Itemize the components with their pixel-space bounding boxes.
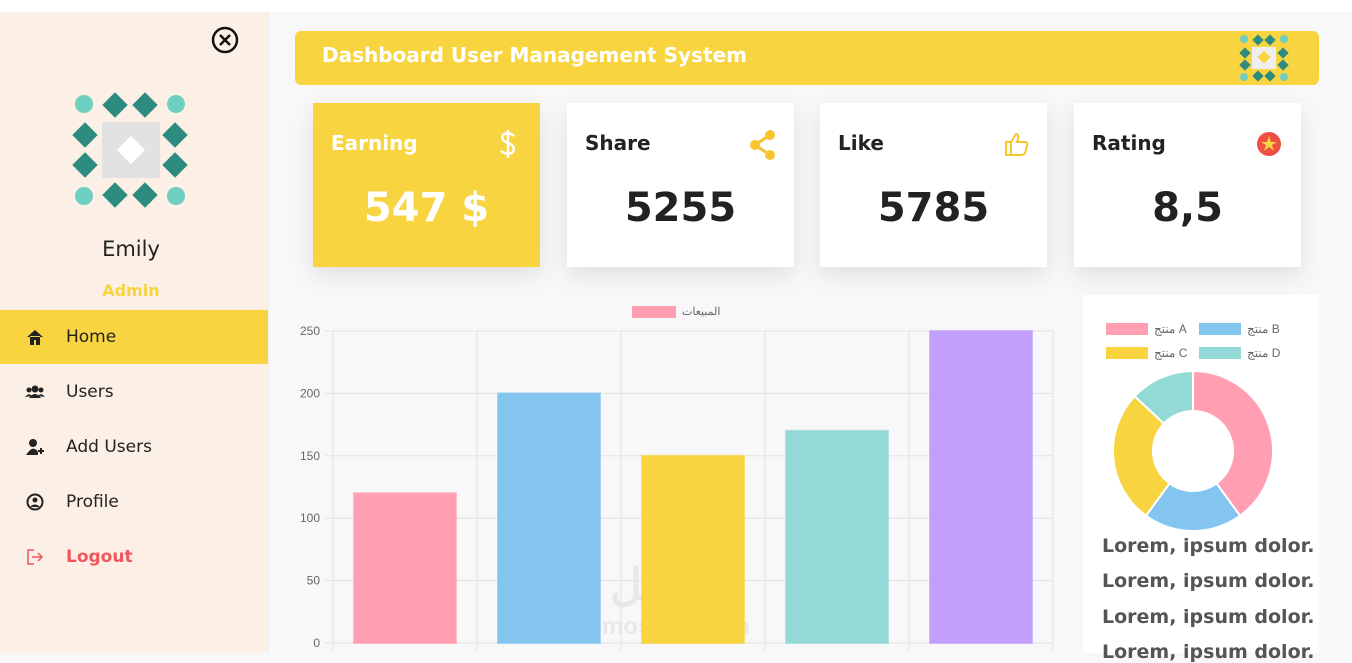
doughnut-segment (1112, 394, 1171, 518)
user-name: Emily (102, 237, 160, 261)
legend-label: منتج D (1247, 346, 1281, 360)
sidebar: Emily Admin Home Users Add Users Profile… (0, 12, 269, 653)
browser-strip (0, 0, 1352, 12)
card-label: Share (585, 131, 651, 155)
legend-label: منتج B (1247, 322, 1280, 336)
y-tick-label: 50 (307, 574, 321, 588)
avatar-logo (72, 92, 188, 208)
legend-swatch (1199, 323, 1241, 335)
stat-card: Share 5255 (567, 103, 794, 267)
legend-swatch (1106, 347, 1148, 359)
stat-card: Rating 8,5 (1074, 103, 1301, 267)
legend-swatch (1106, 323, 1148, 335)
user-role: Admin (102, 281, 160, 300)
menu-item[interactable]: Users (0, 365, 268, 419)
menu-label: Home (66, 327, 117, 347)
card-label: Rating (1092, 131, 1166, 155)
header-logo (1239, 34, 1289, 82)
y-tick-label: 200 (300, 386, 320, 400)
note: Lorem, ipsum dolor. (1102, 570, 1315, 592)
doughnut-segment (1192, 369, 1274, 518)
legend-swatch (632, 306, 676, 318)
menu-label: Add Users (66, 437, 152, 457)
header: Dashboard User Management System (295, 31, 1319, 85)
card-label: Earning (331, 131, 418, 155)
menu-label: Profile (66, 492, 119, 512)
stat-card: Like 5785 (820, 103, 1047, 267)
header-title: Dashboard User Management System (322, 43, 747, 67)
y-tick-label: 0 (313, 636, 320, 650)
close-icon[interactable] (211, 26, 239, 54)
bar (785, 429, 889, 644)
menu-item[interactable]: Profile (0, 475, 268, 529)
y-tick-label: 100 (300, 511, 320, 525)
menu-item[interactable]: Add Users (0, 420, 268, 474)
menu-item[interactable]: Logout (0, 530, 268, 584)
legend-label: المبيعات (682, 306, 720, 318)
note: Lorem, ipsum dolor. (1102, 641, 1315, 663)
y-tick-label: 150 (300, 449, 320, 463)
card-value: 8,5 (1152, 185, 1223, 231)
card-label: Like (838, 131, 884, 155)
bar (929, 330, 1033, 644)
doughnut-segment (1133, 369, 1194, 426)
bar (641, 454, 745, 644)
legend-label: منتج C (1154, 346, 1188, 360)
legend-swatch (1199, 347, 1241, 359)
menu-label: Logout (66, 547, 133, 567)
legend-label: منتج A (1154, 322, 1187, 336)
menu-label: Users (66, 382, 114, 402)
note: Lorem, ipsum dolor. (1102, 606, 1315, 628)
card-value: 547 $ (363, 185, 490, 231)
menu-item[interactable]: Home (0, 310, 268, 364)
bar (353, 492, 457, 644)
note: Lorem, ipsum dolor. (1102, 535, 1315, 557)
card-value: 5255 (624, 185, 737, 231)
bar (497, 392, 601, 644)
stat-card: Earning 547 $ (313, 103, 540, 267)
card-value: 5785 (877, 185, 990, 231)
y-tick-label: 250 (300, 324, 320, 338)
